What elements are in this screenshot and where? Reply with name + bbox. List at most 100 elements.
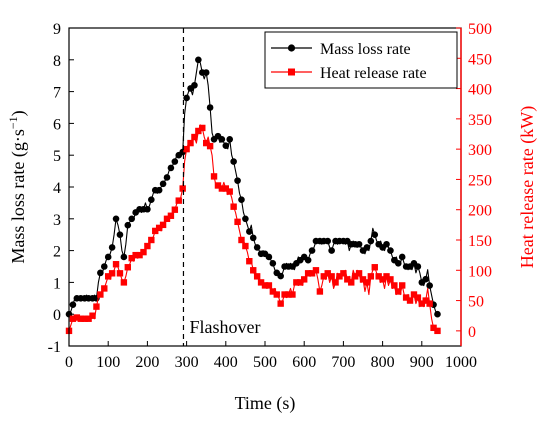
- heat-release-rate-point: [261, 282, 269, 289]
- mass-loss-rate-point: [226, 136, 234, 143]
- heat-release-rate-point: [210, 173, 218, 180]
- mass-loss-rate-point: [97, 269, 104, 277]
- heat-release-rate-point: [159, 221, 167, 229]
- heat-release-rate-point: [155, 224, 163, 232]
- x-tick-label: 500: [253, 354, 277, 371]
- heat-release-rate-point: [230, 203, 237, 210]
- y-right-tick-label: 150: [468, 233, 492, 250]
- heat-release-rate-point: [348, 279, 355, 286]
- heat-release-rate-point: [152, 227, 159, 235]
- heat-release-rate-point: [128, 254, 135, 262]
- heat-release-rate-point: [195, 127, 202, 135]
- y-right-tick-label: 500: [468, 21, 492, 38]
- heat-release-rate-point: [77, 315, 84, 322]
- mass-loss-rate-point: [394, 260, 402, 267]
- heat-release-rate-point: [238, 236, 245, 244]
- mass-loss-rate-point: [383, 240, 390, 248]
- heat-release-rate-point: [105, 273, 112, 280]
- mass-loss-rate-point: [191, 81, 198, 89]
- mass-loss-rate-point: [128, 215, 136, 223]
- heat-release-rate-point: [289, 291, 296, 298]
- y-left-tick-label: 7: [53, 85, 61, 102]
- flashover-annotation: Flashover: [182, 28, 260, 346]
- y-left-axis-label-main: Mass loss rate (g·s: [8, 129, 29, 263]
- mass-loss-rate-point: [234, 177, 241, 184]
- mass-loss-rate-point: [277, 272, 284, 280]
- mass-loss-rate-point: [246, 228, 253, 235]
- mass-loss-rate-point: [144, 205, 151, 213]
- heat-release-rate-point: [316, 288, 324, 295]
- heat-release-rate-point: [414, 294, 422, 301]
- y-left-tick-label: 9: [53, 21, 61, 38]
- x-axis: 0 100 200 300 400 500 600 700 800 900 1000: [65, 341, 477, 371]
- x-tick-label: 700: [331, 354, 355, 371]
- mass-loss-rate-point: [355, 240, 363, 248]
- y-left-tick-label: 0: [53, 307, 61, 324]
- x-tick-label: 300: [175, 354, 199, 371]
- y-left-axis-label-sup: −1: [6, 116, 20, 129]
- heat-release-rate-point: [136, 251, 143, 259]
- mass-loss-rate-point: [230, 158, 237, 165]
- heat-release-rate-point: [81, 315, 88, 322]
- heat-release-rate-point: [148, 236, 155, 244]
- heat-release-rate-point: [320, 273, 327, 280]
- x-tick-label: 600: [292, 354, 316, 371]
- heat-release-rate-point: [371, 264, 378, 271]
- mass-loss-rate-point: [387, 247, 394, 254]
- heat-release-rate-point: [391, 282, 398, 289]
- heat-release-rate-point: [312, 267, 320, 274]
- y-left-axis: -1 0 1 2 3 4 5 6 7 8 9: [48, 21, 74, 356]
- mass-loss-rate-point: [363, 244, 371, 251]
- heat-release-rate-point: [242, 242, 249, 250]
- heat-release-rate-point: [124, 264, 131, 271]
- flashover-label: Flashover: [189, 317, 260, 337]
- mass-loss-rate-point: [112, 215, 120, 223]
- heat-release-rate-point: [144, 242, 151, 250]
- mass-loss-rate-point: [308, 247, 316, 254]
- legend-mass-loss-rate-marker: [287, 44, 296, 52]
- heat-release-rate-point: [402, 294, 410, 301]
- heat-release-rate-point: [359, 276, 367, 283]
- heat-release-rate-point: [250, 267, 257, 274]
- mass-loss-rate-point: [159, 180, 167, 188]
- heat-release-rate-point: [253, 273, 261, 280]
- heat-release-rate-point: [179, 185, 186, 192]
- heat-release-rate-point: [426, 300, 433, 307]
- heat-release-rate-point: [222, 185, 229, 192]
- heat-release-rate-point: [167, 212, 175, 219]
- heat-release-rate-point: [206, 142, 214, 150]
- mass-loss-rate-point: [100, 263, 108, 270]
- legend: Mass loss rate Heat release rate: [264, 31, 458, 89]
- heat-release-rate-point: [218, 185, 226, 192]
- heat-release-rate-point: [430, 324, 437, 332]
- y-left-tick-label: 8: [53, 53, 61, 70]
- mass-loss-rate-point: [328, 247, 335, 254]
- y-left-tick-label: 1: [53, 275, 61, 292]
- heat-release-rate-point: [187, 139, 194, 147]
- y-left-axis-label: Mass loss rate (g·s−1): [6, 110, 29, 263]
- mass-loss-rate-point: [171, 158, 179, 165]
- heat-release-rate-point: [120, 279, 128, 286]
- mass-loss-rate-point: [195, 56, 202, 64]
- mass-loss-rate-point: [367, 237, 375, 245]
- y-right-tick-label: 250: [468, 172, 492, 189]
- mass-loss-rate-point: [206, 104, 214, 111]
- mass-loss-rate-point: [148, 196, 155, 204]
- heat-release-rate-point: [140, 248, 147, 256]
- heat-release-rate-point: [203, 139, 210, 147]
- heat-release-rate-point: [108, 270, 116, 277]
- x-tick-label: 900: [410, 354, 434, 371]
- heat-release-rate-point: [171, 206, 179, 213]
- mass-loss-rate-point: [304, 256, 312, 264]
- heat-release-rate-point: [406, 297, 414, 304]
- mass-loss-rate-point: [120, 253, 128, 261]
- heat-release-rate-point: [163, 215, 171, 222]
- heat-release-rate-point: [434, 327, 441, 335]
- mass-loss-rate-point: [155, 186, 163, 194]
- y-right-tick-label: 300: [468, 142, 492, 159]
- heat-release-rate-point: [293, 279, 300, 286]
- heat-release-rate-point: [85, 315, 92, 322]
- legend-mass-loss-rate-label: Mass loss rate: [320, 41, 411, 58]
- mass-loss-rate-point: [398, 253, 406, 261]
